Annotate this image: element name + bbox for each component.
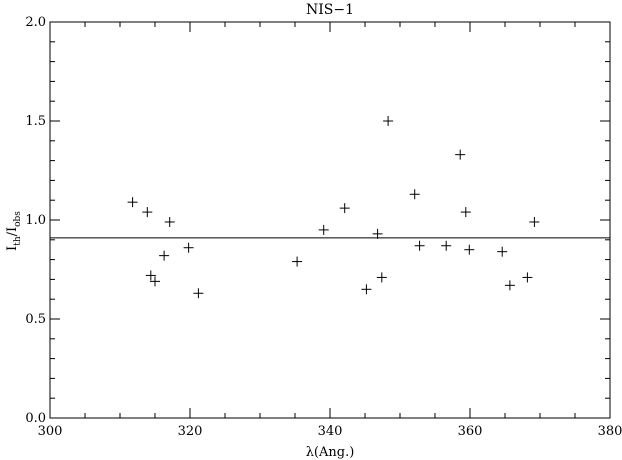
data-point: [441, 240, 452, 251]
y-tick-label: 0.5: [25, 312, 46, 327]
data-point: [529, 216, 540, 227]
x-axis-label: λ(Ang.): [306, 445, 355, 460]
data-point: [292, 256, 303, 267]
data-point: [361, 284, 372, 295]
data-point: [522, 272, 533, 283]
y-tick-label: 1.0: [25, 213, 46, 228]
data-point: [455, 149, 466, 160]
x-tick-label: 340: [318, 424, 343, 439]
x-tick-label: 320: [178, 424, 203, 439]
plot-frame: [49, 21, 611, 419]
y-label-sub-2: obs: [13, 211, 23, 227]
data-point: [339, 203, 350, 214]
data-point: [318, 224, 329, 235]
y-tick-label: 1.5: [25, 114, 46, 129]
data-point: [460, 207, 471, 218]
data-point: [464, 244, 475, 255]
y-tick-label: 0.0: [25, 411, 46, 426]
x-tick-label: 380: [598, 424, 622, 439]
data-point: [127, 197, 138, 208]
data-point: [414, 240, 425, 251]
data-points: [127, 116, 540, 299]
data-point: [497, 246, 508, 257]
chart-title: NIS−1: [306, 2, 354, 18]
x-tick-label: 300: [38, 424, 63, 439]
axis-ticks: [49, 21, 611, 419]
axis-tick-labels: 300 320 340 360 380 0.0 0.5 1.0 1.5 2.0: [25, 15, 622, 439]
data-point: [409, 189, 420, 200]
data-point: [159, 250, 170, 261]
data-point: [142, 207, 153, 218]
data-point: [372, 228, 383, 239]
data-point: [383, 116, 394, 126]
data-point: [150, 276, 160, 287]
data-point: [504, 280, 515, 291]
data-point: [183, 242, 194, 253]
data-point: [376, 272, 387, 283]
y-tick-label: 2.0: [25, 15, 46, 30]
y-label-main: I: [5, 246, 20, 251]
data-point: [193, 288, 204, 299]
y-label-mid: /I: [5, 227, 20, 237]
x-tick-label: 360: [458, 424, 483, 439]
y-label-sub-1: th: [13, 236, 23, 246]
data-point: [164, 216, 175, 227]
data-point: [145, 270, 156, 281]
y-axis-label: Ith/Iobs: [5, 211, 23, 251]
